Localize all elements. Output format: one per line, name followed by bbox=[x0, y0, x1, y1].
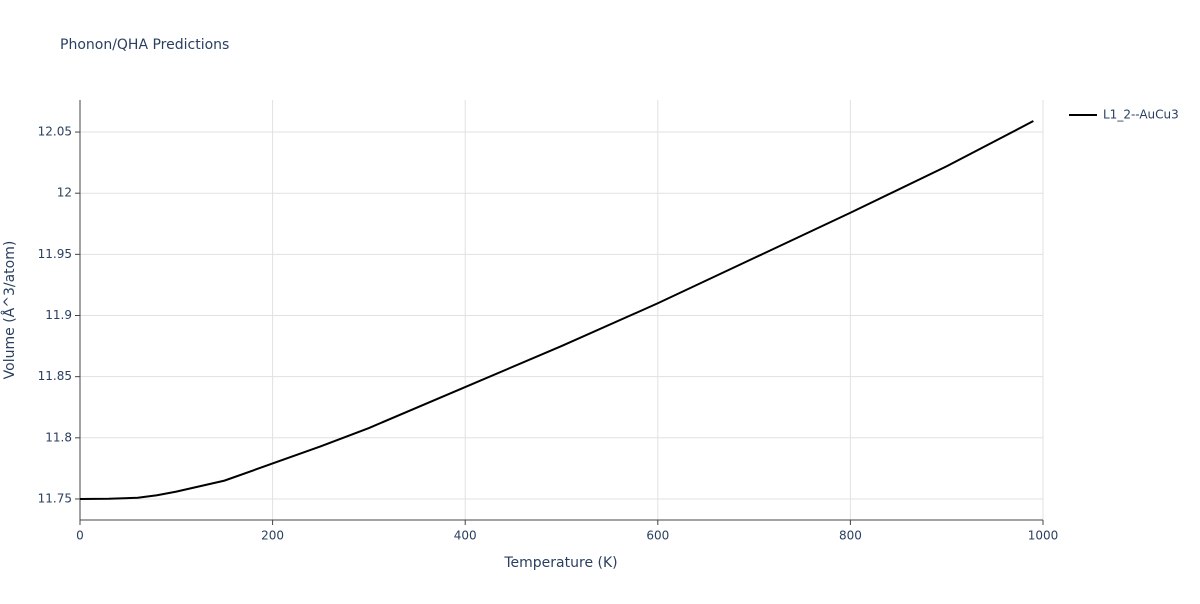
x-tick-label: 1000 bbox=[1028, 529, 1059, 543]
x-tick-label: 200 bbox=[261, 529, 284, 543]
y-tick-label: 11.95 bbox=[38, 247, 72, 261]
x-tick-label: 400 bbox=[454, 529, 477, 543]
y-tick-label: 11.75 bbox=[38, 491, 72, 505]
y-tick-label: 11.85 bbox=[38, 369, 72, 383]
chart-title: Phonon/QHA Predictions bbox=[60, 37, 229, 53]
x-tick-label: 800 bbox=[839, 529, 862, 543]
x-tick-label: 600 bbox=[646, 529, 669, 543]
x-axis-title: Temperature (K) bbox=[503, 555, 617, 571]
y-axis-title: Volume (Å^3/atom) bbox=[1, 241, 18, 380]
legend-label: L1_2--AuCu3 bbox=[1103, 108, 1179, 122]
data-line bbox=[79, 120, 1034, 500]
y-tick-label: 11.9 bbox=[45, 308, 72, 322]
y-tick-label: 12 bbox=[57, 186, 72, 200]
x-tick-label: 0 bbox=[76, 529, 84, 543]
y-tick-label: 11.8 bbox=[45, 430, 72, 444]
y-tick-label: 12.05 bbox=[38, 125, 72, 139]
